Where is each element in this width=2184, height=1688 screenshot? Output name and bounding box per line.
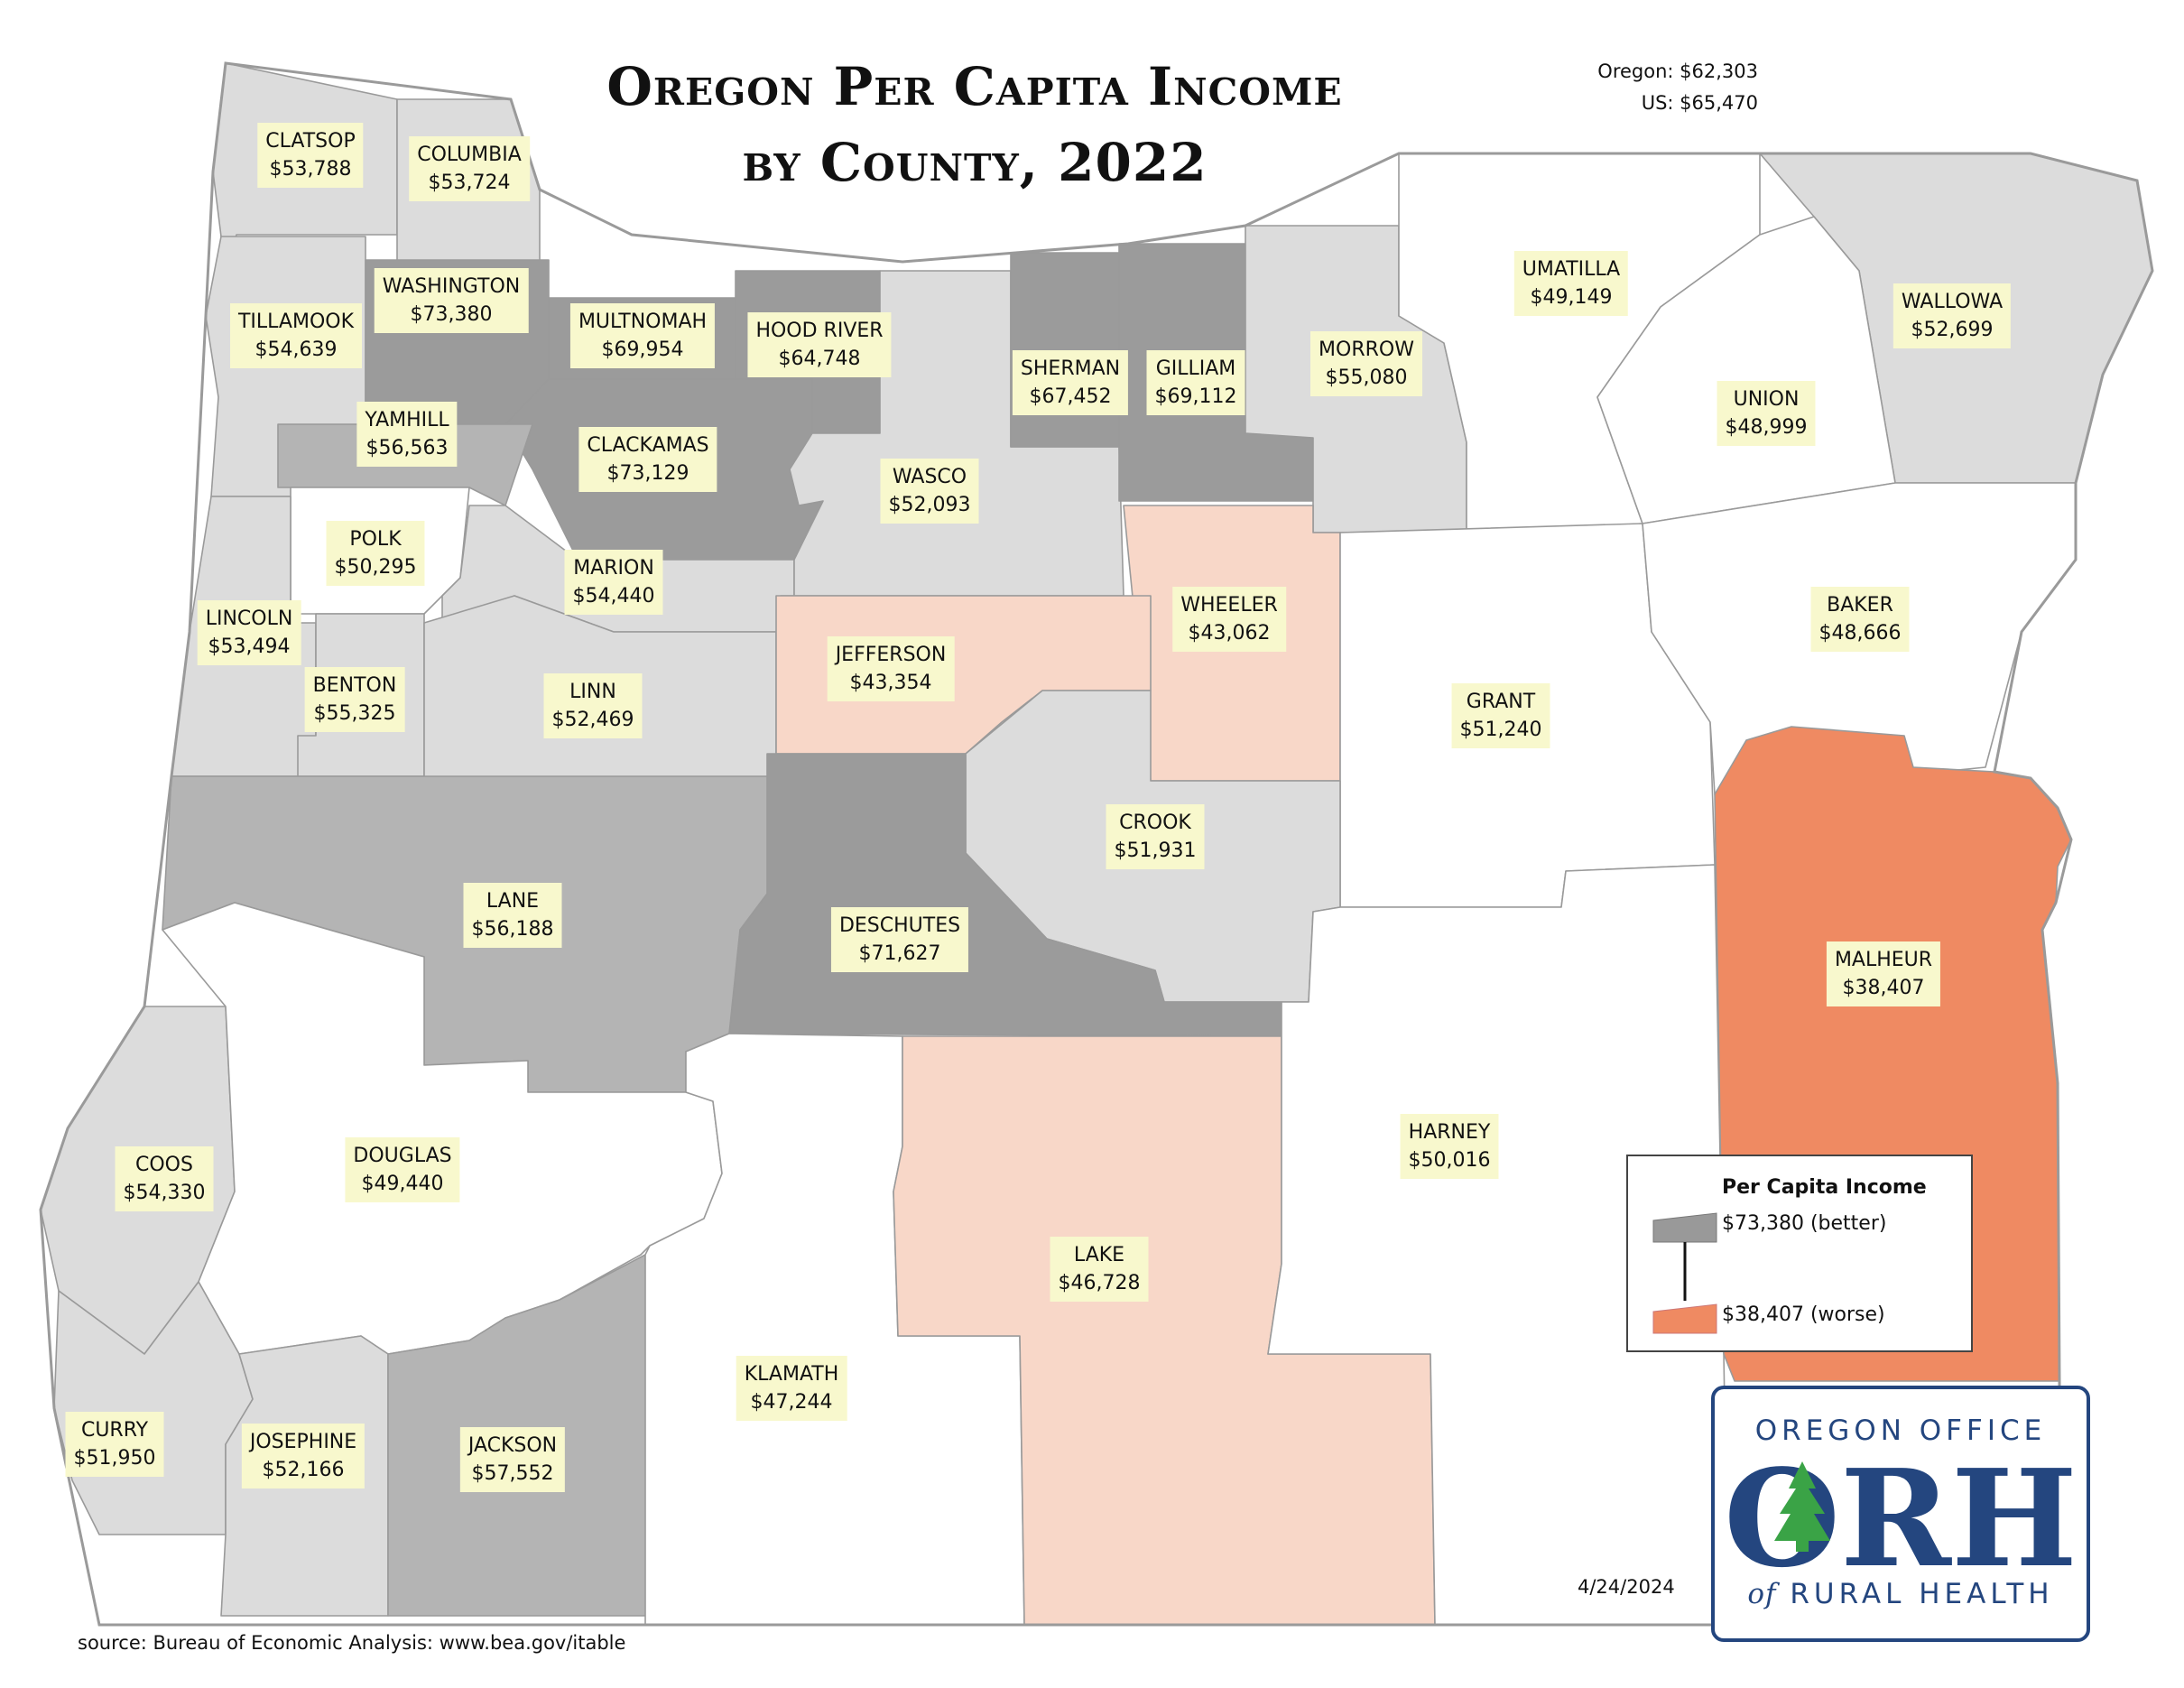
label-coos: COOS $54,330 [115,1146,214,1211]
legend-high-label: $73,380 (better) [1722,1212,1887,1235]
label-yamhill: YAMHILL $56,563 [356,402,458,467]
label-lane: LANE $56,188 [463,883,562,948]
tree-icon [1774,1461,1830,1552]
label-polk: POLK $50,295 [326,521,425,586]
orh-logo: OREGON OFFICE ORH of RURAL HEALTH [1711,1386,2090,1642]
label-josephine: JOSEPHINE $52,166 [241,1424,366,1489]
logo-line-1: OREGON OFFICE [1754,1414,2047,1447]
label-sherman: SHERMAN $67,452 [1012,350,1129,415]
label-grant: GRANT $51,240 [1451,683,1550,748]
label-clatsop: CLATSOP $53,788 [257,123,364,188]
source-note: source: Bureau of Economic Analysis: www… [78,1632,626,1654]
label-linn: LINN $52,469 [543,673,643,738]
label-jackson: JACKSON $57,552 [459,1427,566,1492]
label-wasco: WASCO $52,093 [880,459,979,524]
label-union: UNION $48,999 [1717,381,1816,446]
legend-low-swatch [1652,1303,1717,1334]
label-columbia: COLUMBIA $53,724 [409,136,530,201]
label-umatilla: UMATILLA $49,149 [1513,251,1629,316]
label-morrow: MORROW $55,080 [1310,331,1422,396]
map-date: 4/24/2024 [1578,1576,1675,1598]
legend-swatches [1652,1212,1717,1334]
logo-initials: ORH [1724,1440,2078,1597]
title-line-2: by County, 2022 [742,132,1208,193]
label-tillamook: TILLAMOOK $54,639 [229,303,363,368]
label-washington: WASHINGTON $73,380 [374,268,529,333]
label-benton: BENTON $55,325 [304,667,405,732]
label-marion: MARION $54,440 [564,550,663,615]
logo-line-3: of RURAL HEALTH [1715,1578,2087,1610]
label-wallowa: WALLOWA $52,699 [1892,283,2012,348]
logo-mark: ORH [1724,1440,2078,1597]
us-total: US: $65,470 [1641,92,1758,114]
label-malheur: MALHEUR $38,407 [1826,941,1941,1006]
label-gilliam: GILLIAM $69,112 [1146,350,1245,415]
title-line-1: Oregon Per Capita Income [606,56,1343,117]
state-total: Oregon: $62,303 [1597,60,1758,82]
logo-of: of [1747,1578,1777,1610]
label-douglas: DOUGLAS $49,440 [345,1137,460,1202]
state-outline [39,61,2154,1627]
label-clackamas: CLACKAMAS $73,129 [578,427,717,492]
label-lake: LAKE $46,728 [1050,1237,1149,1302]
logo-rural-health: RURAL HEALTH [1790,1578,2054,1610]
label-hood-river: HOOD RIVER $64,748 [747,312,892,377]
legend-high-swatch [1652,1212,1717,1243]
map-title: Oregon Per Capita Income by County, 2022 [499,49,1450,200]
summary-totals: Oregon: $62,303 US: $65,470 [1597,56,1758,119]
label-crook: CROOK $51,931 [1106,804,1205,869]
label-jefferson: JEFFERSON $43,354 [827,636,955,701]
label-baker: BAKER $48,666 [1810,587,1910,652]
label-wheeler: WHEELER $43,062 [1172,587,1286,652]
label-klamath: KLAMATH $47,244 [736,1356,847,1421]
legend: Per Capita Income $73,380 (better) $38,4… [1626,1155,1973,1352]
label-lincoln: LINCOLN $53,494 [197,600,301,665]
legend-low-label: $38,407 (worse) [1722,1303,1885,1326]
legend-title: Per Capita Income [1722,1176,1927,1199]
label-harney: HARNEY $50,016 [1400,1114,1499,1179]
label-curry: CURRY $51,950 [65,1412,164,1477]
label-multnomah: MULTNOMAH $69,954 [569,303,716,368]
label-deschutes: DESCHUTES $71,627 [830,907,969,972]
